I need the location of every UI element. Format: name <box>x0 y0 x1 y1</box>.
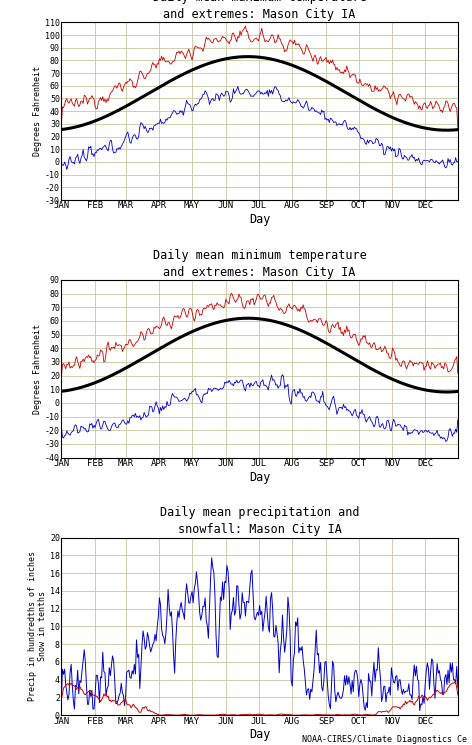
Title: Daily mean maximum temperature
and extremes: Mason City IA: Daily mean maximum temperature and extre… <box>153 0 366 21</box>
Text: NOAA-CIRES/Climate Diagnostics Ce: NOAA-CIRES/Climate Diagnostics Ce <box>302 735 467 744</box>
Y-axis label: Degrees Fahrenheit: Degrees Fahrenheit <box>33 324 42 413</box>
X-axis label: Day: Day <box>249 729 270 741</box>
Y-axis label: Degrees Fahrenheit: Degrees Fahrenheit <box>33 66 42 156</box>
Title: Daily mean minimum temperature
and extremes: Mason City IA: Daily mean minimum temperature and extre… <box>153 249 366 279</box>
X-axis label: Day: Day <box>249 213 270 226</box>
X-axis label: Day: Day <box>249 471 270 484</box>
Y-axis label: Precip in hundredths of inches
Snow in tenths: Precip in hundredths of inches Snow in t… <box>28 551 47 701</box>
Title: Daily mean precipitation and
snowfall: Mason City IA: Daily mean precipitation and snowfall: M… <box>160 507 359 536</box>
